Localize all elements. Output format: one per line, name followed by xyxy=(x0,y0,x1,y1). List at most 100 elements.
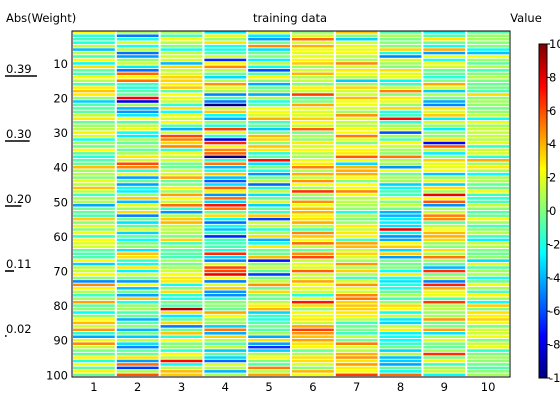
heatmap-cell xyxy=(204,152,247,155)
heatmap-cell xyxy=(292,349,334,352)
heatmap-cell xyxy=(160,190,203,193)
heatmap-cell xyxy=(248,124,290,127)
heatmap-cell xyxy=(335,290,378,294)
heatmap-cell xyxy=(379,297,422,300)
heatmap-cell xyxy=(423,165,466,169)
heatmap-cell xyxy=(379,242,422,245)
heatmap-cell xyxy=(467,138,509,141)
heatmap-cell xyxy=(292,148,334,152)
heatmap-cell xyxy=(116,328,159,332)
heatmap-cell xyxy=(204,134,247,138)
x-tick-labels: 1 2 3 4 5 6 7 8 9 10 xyxy=(90,380,495,394)
heatmap-cell xyxy=(423,134,466,138)
heatmap-cell xyxy=(379,370,422,373)
heatmap-cell xyxy=(160,217,203,221)
heatmap-cell xyxy=(335,318,378,321)
heatmap-cell xyxy=(160,138,203,141)
heatmap-cell xyxy=(160,124,203,127)
heatmap-cell xyxy=(335,262,378,266)
heatmap-cell xyxy=(73,318,115,321)
heatmap-cell xyxy=(248,321,290,325)
heatmap-cell xyxy=(335,304,378,307)
heatmap-cell xyxy=(379,200,422,204)
heatmap-cell xyxy=(160,186,203,190)
heatmap-cell xyxy=(204,366,247,370)
heatmap-cell xyxy=(379,217,422,221)
heatmap-cell xyxy=(204,338,247,342)
heatmap-cell xyxy=(73,207,115,211)
heatmap-cell xyxy=(379,300,422,304)
heatmap-cell xyxy=(467,197,509,200)
heatmap-cell xyxy=(73,228,115,231)
heatmap-cell xyxy=(292,297,334,300)
heatmap-cell xyxy=(335,210,378,214)
heatmap-cell xyxy=(379,248,422,252)
heatmap-cell xyxy=(116,159,159,162)
heatmap-cell xyxy=(379,255,422,259)
heatmap-cell xyxy=(160,127,203,131)
heatmap-cell xyxy=(292,79,334,82)
heatmap-cell xyxy=(335,110,378,114)
heatmap-cell xyxy=(160,214,203,217)
heatmap-cell xyxy=(292,366,334,370)
colorbar-tick-label: -6 xyxy=(549,304,560,318)
heatmap-cell xyxy=(248,300,290,304)
heatmap-cell xyxy=(248,325,290,328)
heatmap-cell xyxy=(248,290,290,294)
heatmap-cell xyxy=(116,103,159,107)
heatmap-cell xyxy=(467,193,509,197)
heatmap-cell xyxy=(248,266,290,269)
heatmap-cell xyxy=(423,366,466,370)
heatmap-cell xyxy=(292,228,334,231)
heatmap-cell xyxy=(204,103,247,107)
heatmap-cell xyxy=(423,82,466,86)
heatmap-cell xyxy=(467,186,509,190)
heatmap-cell xyxy=(379,69,422,72)
heatmap-cell xyxy=(379,193,422,197)
heatmap-cell xyxy=(292,242,334,245)
colorbar xyxy=(538,43,548,379)
heatmap-cell xyxy=(467,332,509,335)
heatmap-cell xyxy=(292,96,334,100)
heatmap-cell xyxy=(73,290,115,294)
heatmap-cell xyxy=(73,169,115,172)
heatmap-cell xyxy=(292,110,334,114)
heatmap-cell xyxy=(292,359,334,363)
heatmap-cell xyxy=(335,134,378,138)
heatmap-cell xyxy=(335,269,378,273)
heatmap-cell xyxy=(204,235,247,238)
heatmap-cell xyxy=(248,96,290,100)
heatmap-cell xyxy=(248,262,290,266)
heatmap-cell xyxy=(73,86,115,89)
heatmap-cell xyxy=(116,269,159,273)
heatmap-cell xyxy=(204,262,247,266)
heatmap-cell xyxy=(335,148,378,152)
heatmap-cell xyxy=(160,172,203,176)
heatmap-cell xyxy=(335,352,378,356)
heatmap-cell xyxy=(423,290,466,294)
heatmap-cell xyxy=(204,255,247,259)
heatmap-cell xyxy=(423,318,466,321)
heatmap-cell xyxy=(335,311,378,314)
heatmap-cell xyxy=(73,210,115,214)
heatmap-cell xyxy=(335,242,378,245)
x-tick-label: 7 xyxy=(353,380,360,394)
heatmap-cell xyxy=(116,248,159,252)
heatmap-cell xyxy=(467,269,509,273)
heatmap-cell xyxy=(379,31,422,34)
heatmap-cell xyxy=(204,224,247,228)
heatmap-cell xyxy=(248,349,290,352)
heatmap-cell xyxy=(73,252,115,255)
heatmap-cell xyxy=(467,224,509,228)
heatmap-cell xyxy=(423,255,466,259)
heatmap-cell xyxy=(379,318,422,321)
heatmap-cell xyxy=(248,162,290,166)
heatmap-cell xyxy=(248,297,290,300)
heatmap-cell xyxy=(73,107,115,110)
heatmap-cell xyxy=(116,224,159,228)
heatmap-cell xyxy=(292,75,334,79)
heatmap-cell xyxy=(73,176,115,179)
heatmap-cell xyxy=(160,82,203,86)
heatmap-cell xyxy=(248,172,290,176)
heatmap-cell xyxy=(116,62,159,65)
